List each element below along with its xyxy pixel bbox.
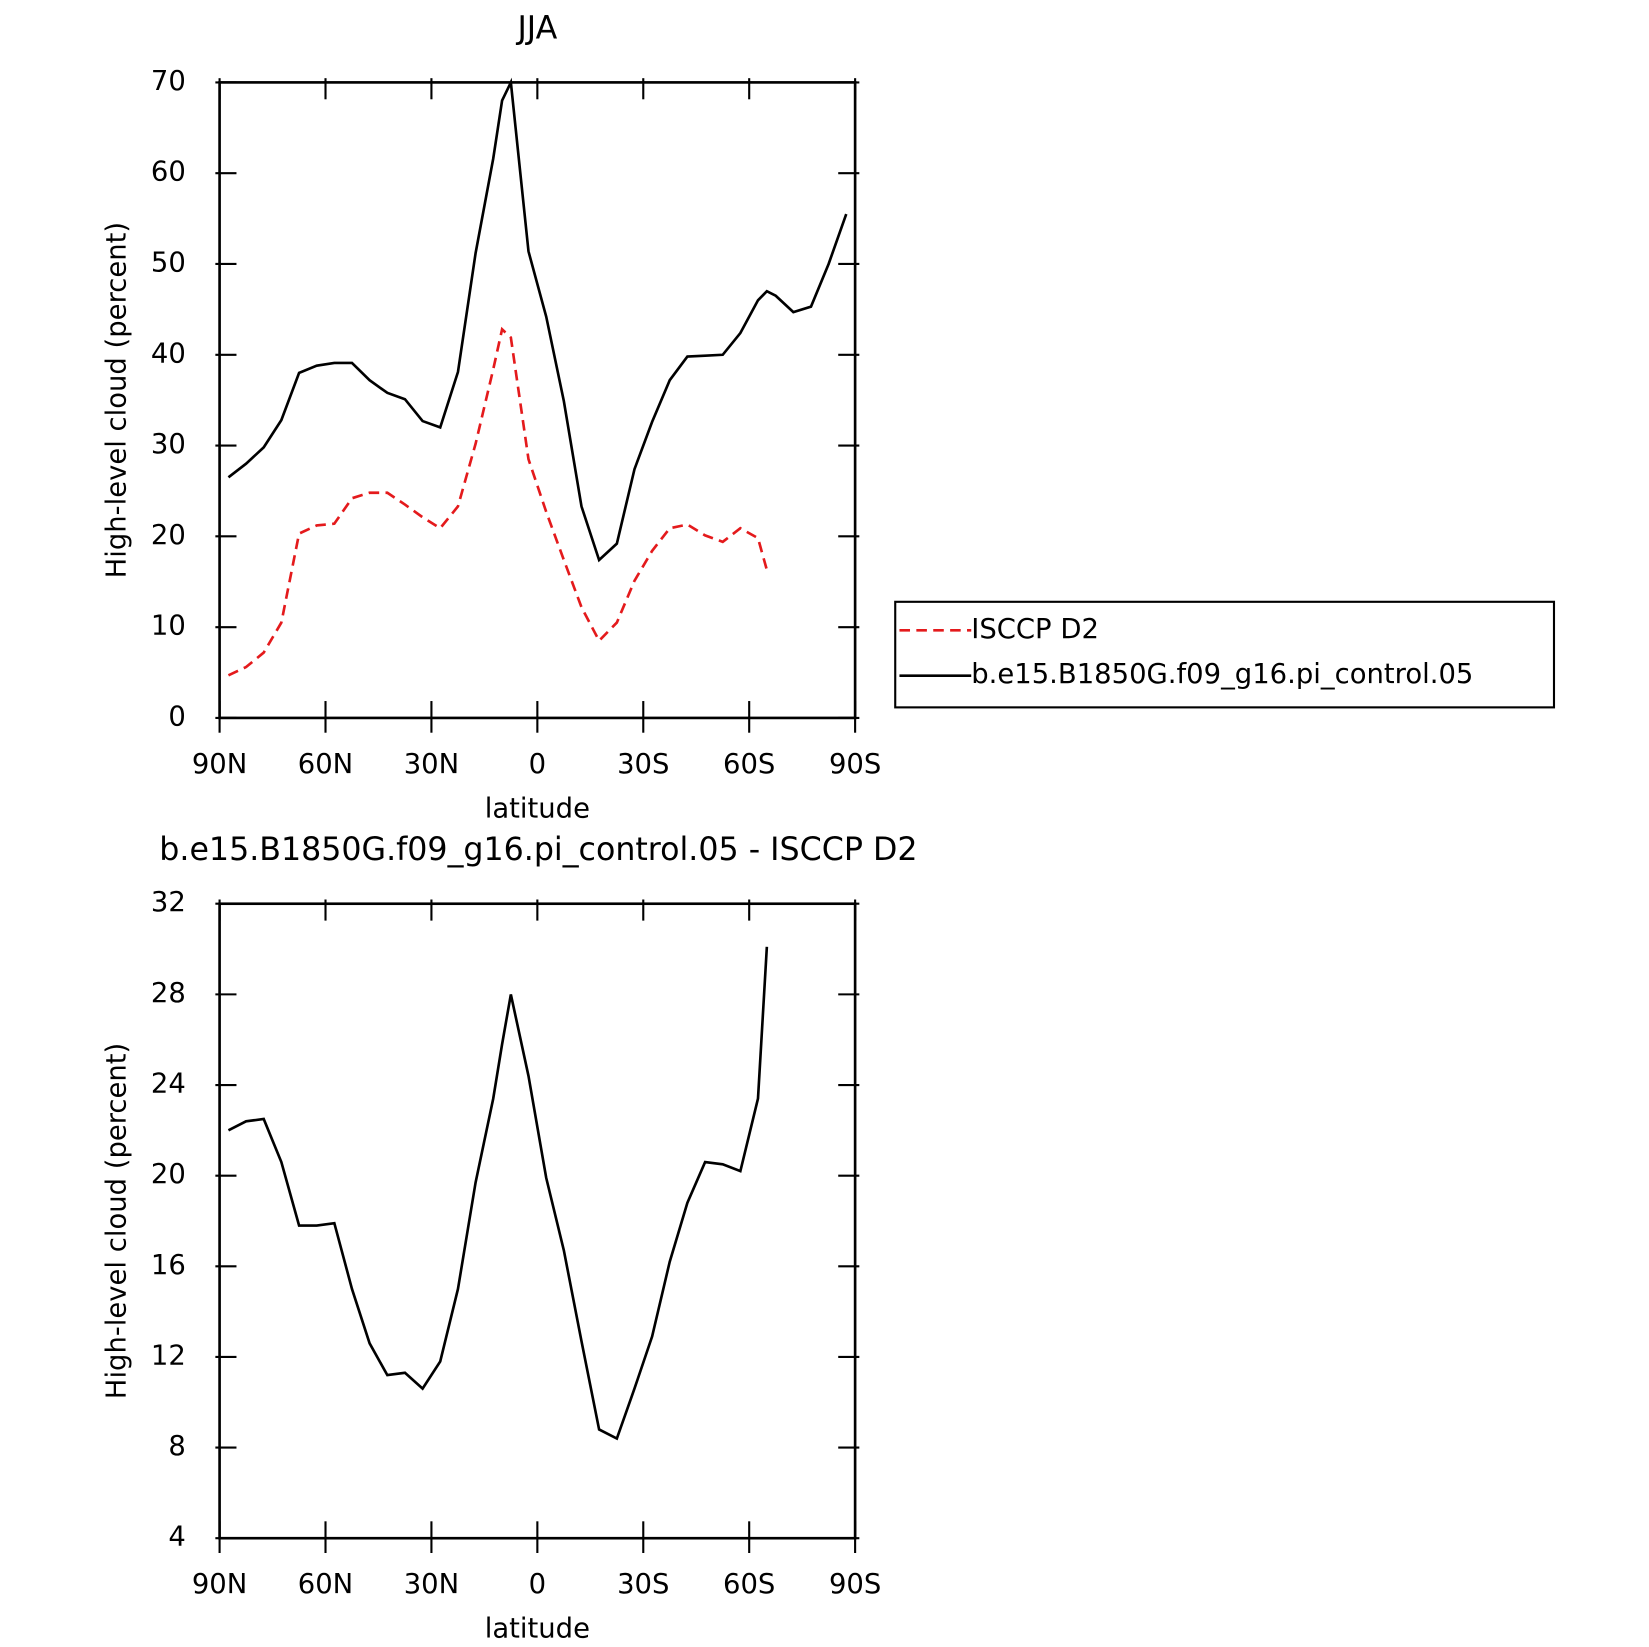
x-tick-label: 0 — [529, 749, 546, 780]
y-tick-label: 32 — [151, 887, 186, 918]
x-tick-label: 30N — [404, 749, 459, 780]
x-tick-label: 90N — [192, 1569, 247, 1600]
y-tick-label: 70 — [151, 66, 186, 97]
x-tick-label: 90N — [192, 749, 247, 780]
x-tick-label: 60N — [298, 1569, 353, 1600]
y-axis-title: High-level cloud (percent) — [102, 222, 133, 578]
x-tick-label: 60S — [723, 1569, 775, 1600]
y-tick-label: 10 — [151, 611, 186, 642]
y-axis-title: High-level cloud (percent) — [102, 1043, 133, 1399]
x-tick-label: 90S — [829, 749, 881, 780]
y-tick-label: 30 — [151, 429, 186, 460]
y-tick-label: 50 — [151, 247, 186, 278]
plot-frame — [218, 902, 857, 1540]
y-tick-label: 60 — [151, 157, 186, 188]
chart-title: JJA — [515, 11, 557, 47]
y-tick-label: 20 — [151, 1159, 186, 1190]
y-tick-label: 8 — [168, 1431, 185, 1462]
series-line — [227, 946, 769, 1441]
x-tick-label: 30S — [617, 749, 669, 780]
x-axis-title: latitude — [485, 793, 590, 824]
x-tick-label: 30S — [617, 1569, 669, 1600]
y-tick-label: 4 — [168, 1522, 185, 1553]
y-tick-label: 12 — [151, 1340, 186, 1371]
y-tick-label: 28 — [151, 978, 186, 1009]
x-tick-label: 60S — [723, 749, 775, 780]
legend-box — [894, 600, 1556, 709]
series-line — [227, 77, 848, 563]
chart-title: b.e15.B1850G.f09_g16.pi_control.05 - ISC… — [159, 832, 917, 868]
x-tick-label: 0 — [529, 1569, 546, 1600]
plot-frame — [218, 81, 857, 720]
x-tick-label: 90S — [829, 1569, 881, 1600]
x-tick-label: 60N — [298, 749, 353, 780]
x-axis-title: latitude — [485, 1614, 590, 1645]
y-tick-label: 40 — [151, 338, 186, 369]
y-tick-label: 16 — [151, 1250, 186, 1281]
y-tick-label: 0 — [168, 701, 185, 732]
series-line — [227, 326, 769, 677]
x-tick-label: 30N — [404, 1569, 459, 1600]
y-tick-label: 20 — [151, 520, 186, 551]
legend-label: b.e15.B1850G.f09_g16.pi_control.05 — [971, 659, 1473, 690]
legend-label: ISCCP D2 — [971, 614, 1099, 645]
y-tick-label: 24 — [151, 1069, 186, 1100]
